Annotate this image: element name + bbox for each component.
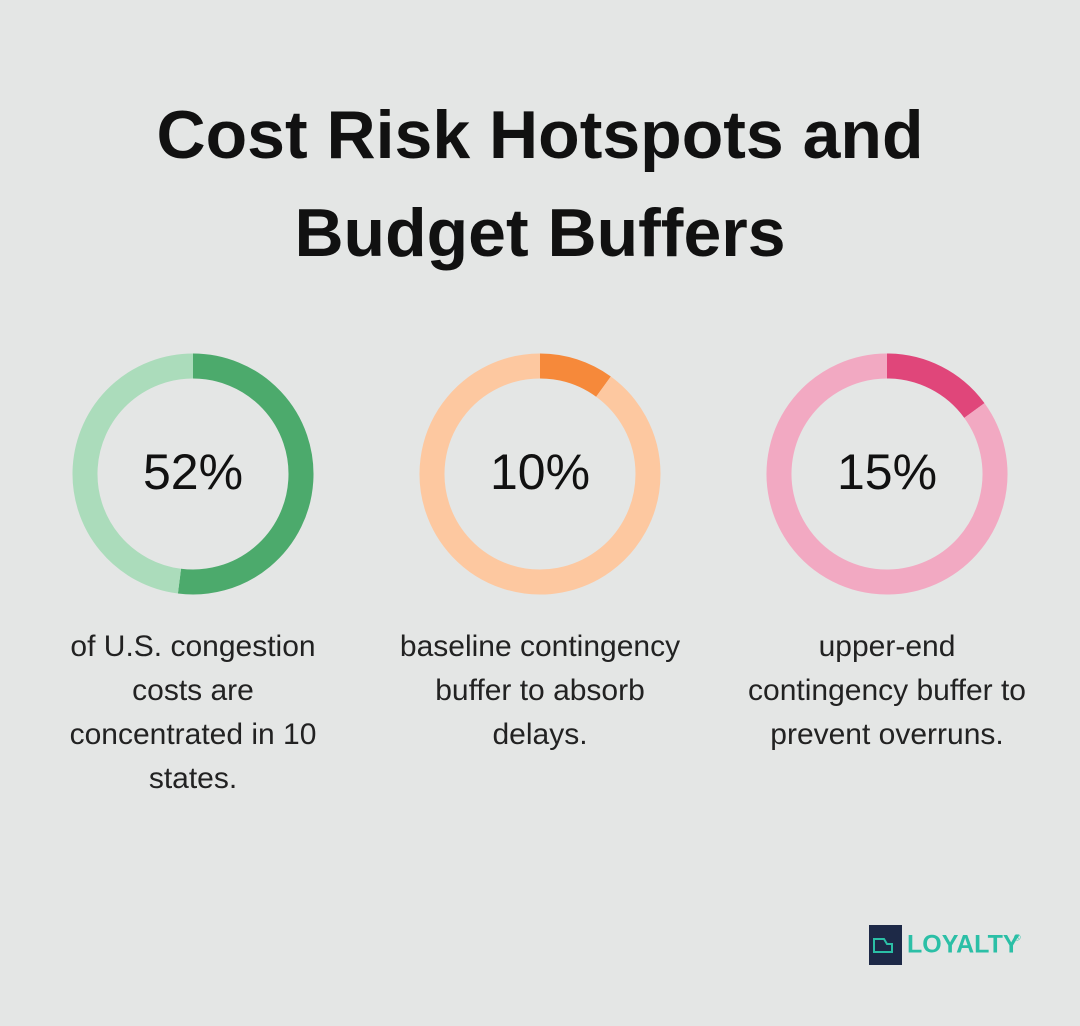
center-label: 10% [490, 444, 590, 500]
donut-segment [539, 353, 611, 397]
title-line: Cost Risk Hotspots and [157, 97, 924, 173]
title-line: Budget Buffers [294, 195, 785, 271]
caption-line: buffer to absorb [435, 674, 645, 707]
caption-line: delays. [492, 718, 587, 751]
logo-truck [873, 938, 893, 953]
donut-segment [177, 353, 314, 595]
donut-segment [72, 353, 194, 594]
caption-line: contingency buffer to [748, 674, 1026, 707]
donut-segment [886, 353, 985, 419]
center-label: 52% [143, 444, 243, 500]
caption-line: costs are [132, 674, 254, 707]
logo: LOYALTY ® [869, 925, 1021, 965]
donut-segment [419, 353, 661, 595]
caption-line: states. [149, 762, 237, 795]
center-label: 15% [837, 444, 937, 500]
caption-line: prevent overruns. [770, 718, 1003, 751]
caption-line: baseline contingency [400, 630, 680, 663]
logo-text: LOYALTY [907, 931, 1020, 959]
caption-line: concentrated in 10 [70, 718, 317, 751]
logo-mark: ® [1014, 932, 1021, 942]
caption-line: of U.S. congestion [70, 630, 315, 663]
caption-line: upper-end [819, 630, 956, 663]
donut-segment [766, 353, 1008, 595]
